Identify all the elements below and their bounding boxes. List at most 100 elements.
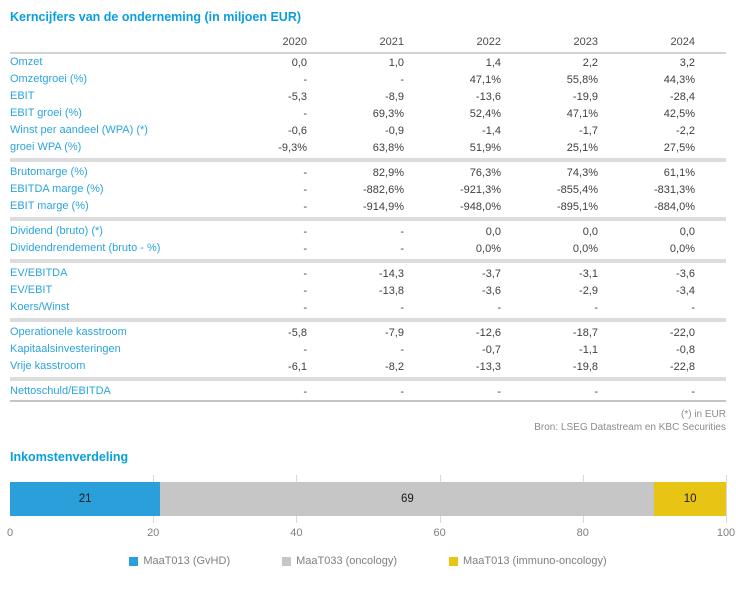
plot-area: 21 69 10 — [10, 475, 727, 523]
cell: -2,2 — [676, 124, 695, 137]
row-label: Dividend (bruto) (*) — [10, 225, 103, 237]
cell: 27,5% — [663, 141, 695, 154]
cell: -8,2 — [385, 360, 404, 373]
cell: 0,0 — [582, 225, 598, 238]
year-header: 2022 — [476, 36, 501, 48]
cell: 0,0 — [291, 56, 307, 69]
cell: 51,9% — [469, 141, 501, 154]
legend-item: MaaT033 (oncology) — [282, 555, 397, 567]
year-header: 2021 — [379, 36, 404, 48]
year-header: 2020 — [282, 36, 307, 48]
table-row: EV/EBITDA - -14,3 -3,7 -3,1 -3,6 — [10, 265, 726, 282]
cell: -14,3 — [378, 267, 404, 280]
x-axis-tick-label: 100 — [716, 527, 736, 539]
cell: - — [303, 242, 307, 255]
cell: 47,1% — [469, 73, 501, 86]
group-separator — [10, 156, 726, 164]
table-row: Vrije kasstroom -6,1 -8,2 -13,3 -19,8 -2… — [10, 358, 726, 375]
cell: - — [303, 225, 307, 238]
cell: - — [594, 301, 598, 314]
legend-item: MaaT013 (GvHD) — [129, 555, 230, 567]
cell: - — [400, 343, 404, 356]
cell: 0,0 — [485, 225, 501, 238]
cell: -0,8 — [676, 343, 695, 356]
header-spacer — [10, 34, 210, 53]
cell: 1,0 — [388, 56, 404, 69]
cell: - — [400, 385, 404, 398]
row-label: EBIT — [10, 90, 35, 102]
cell: -855,4% — [557, 183, 598, 196]
bar-segment: 21 — [10, 482, 161, 516]
table-row: Operationele kasstroom -5,8 -7,9 -12,6 -… — [10, 324, 726, 341]
cell: 0,0% — [572, 242, 598, 255]
cell: -921,3% — [460, 183, 501, 196]
table-row: EBIT groei (%) - 69,3% 52,4% 47,1% 42,5% — [10, 105, 726, 122]
cell: -19,9 — [572, 90, 598, 103]
row-label: Brutomarge (%) — [10, 166, 88, 178]
cell: 42,5% — [663, 107, 695, 120]
table-row: Omzetgroei (%) - - 47,1% 55,8% 44,3% — [10, 71, 726, 88]
cell: -18,7 — [572, 326, 598, 339]
cell: 0,0% — [669, 242, 695, 255]
group-separator — [10, 375, 726, 383]
cell: 61,1% — [663, 166, 695, 179]
segment-value-label: 69 — [400, 493, 414, 505]
cell: -19,8 — [572, 360, 598, 373]
cell: 2,2 — [582, 56, 598, 69]
footnote-source: Bron: LSEG Datastream en KBC Securities — [534, 422, 726, 433]
cell: - — [303, 166, 307, 179]
row-label: groei WPA (%) — [10, 141, 82, 153]
cell: -895,1% — [557, 200, 598, 213]
row-label: Kapitaalsinvesteringen — [10, 343, 121, 355]
table-row: Dividendrendement (bruto - %) - - 0,0% 0… — [10, 240, 726, 257]
row-label: Operationele kasstroom — [10, 326, 127, 338]
row-label: Omzet — [10, 56, 43, 68]
x-axis-tick-label: 20 — [147, 527, 160, 539]
legend-swatch — [449, 556, 458, 566]
legend: MaaT013 (GvHD) MaaT033 (oncology) MaaT013 … — [10, 555, 726, 567]
table-row: groei WPA (%) -9,3% 63,8% 51,9% 25,1% 27… — [10, 139, 726, 156]
table-row: Dividend (bruto) (*) - - 0,0 0,0 0,0 — [10, 223, 726, 240]
cell: -22,8 — [669, 360, 695, 373]
cell: -9,3% — [278, 141, 307, 154]
cell: -948,0% — [460, 200, 501, 213]
group-separator — [10, 257, 726, 265]
row-label: Vrije kasstroom — [10, 360, 86, 372]
cell: - — [400, 73, 404, 86]
x-axis: 0 20 40 60 80 100 — [7, 525, 735, 541]
cell: -3,4 — [676, 284, 695, 297]
cell: 44,3% — [663, 73, 695, 86]
table-row: EBIT marge (%) - -914,9% -948,0% -895,1%… — [10, 198, 726, 215]
table-row: Winst per aandeel (WPA) (*) -0,6 -0,9 -1… — [10, 122, 726, 139]
cell: -0,9 — [385, 124, 404, 137]
table-title: Kerncijfers van de onderneming (in miljo… — [10, 10, 302, 24]
bar-segment: 10 — [654, 482, 726, 516]
cell: - — [594, 385, 598, 398]
cell: 3,2 — [679, 56, 695, 69]
cell: -0,7 — [482, 343, 501, 356]
table-bottom-rule — [10, 400, 726, 405]
bar-segment: 69 — [160, 482, 655, 516]
cell: -8,9 — [385, 90, 404, 103]
legend-label: MaaT033 (oncology) — [296, 555, 397, 567]
table-row: Kapitaalsinvesteringen - - -0,7 -1,1 -0,… — [10, 341, 726, 358]
cell: -5,8 — [288, 326, 307, 339]
year-header: 2023 — [573, 36, 598, 48]
cell: - — [691, 301, 695, 314]
cell: -1,7 — [579, 124, 598, 137]
key-figures-table: 2020 2021 2022 2023 2024 Omzet 0,0 1,0 1… — [10, 34, 726, 405]
cell: 69,3% — [372, 107, 404, 120]
stacked-bar: 21 69 10 — [10, 482, 726, 516]
cell: -831,3% — [654, 183, 695, 196]
row-label: EBITDA marge (%) — [10, 183, 104, 195]
cell: -6,1 — [288, 360, 307, 373]
table-footnotes: (*) in EUR Bron: LSEG Datastream en KBC … — [10, 408, 726, 434]
cell: - — [303, 343, 307, 356]
cell: - — [303, 183, 307, 196]
cell: - — [400, 242, 404, 255]
cell: 47,1% — [566, 107, 598, 120]
legend-label: MaaT013 (GvHD) — [143, 555, 231, 567]
legend-swatch — [282, 556, 292, 566]
gridline — [726, 475, 727, 523]
cell: -1,1 — [579, 343, 598, 356]
